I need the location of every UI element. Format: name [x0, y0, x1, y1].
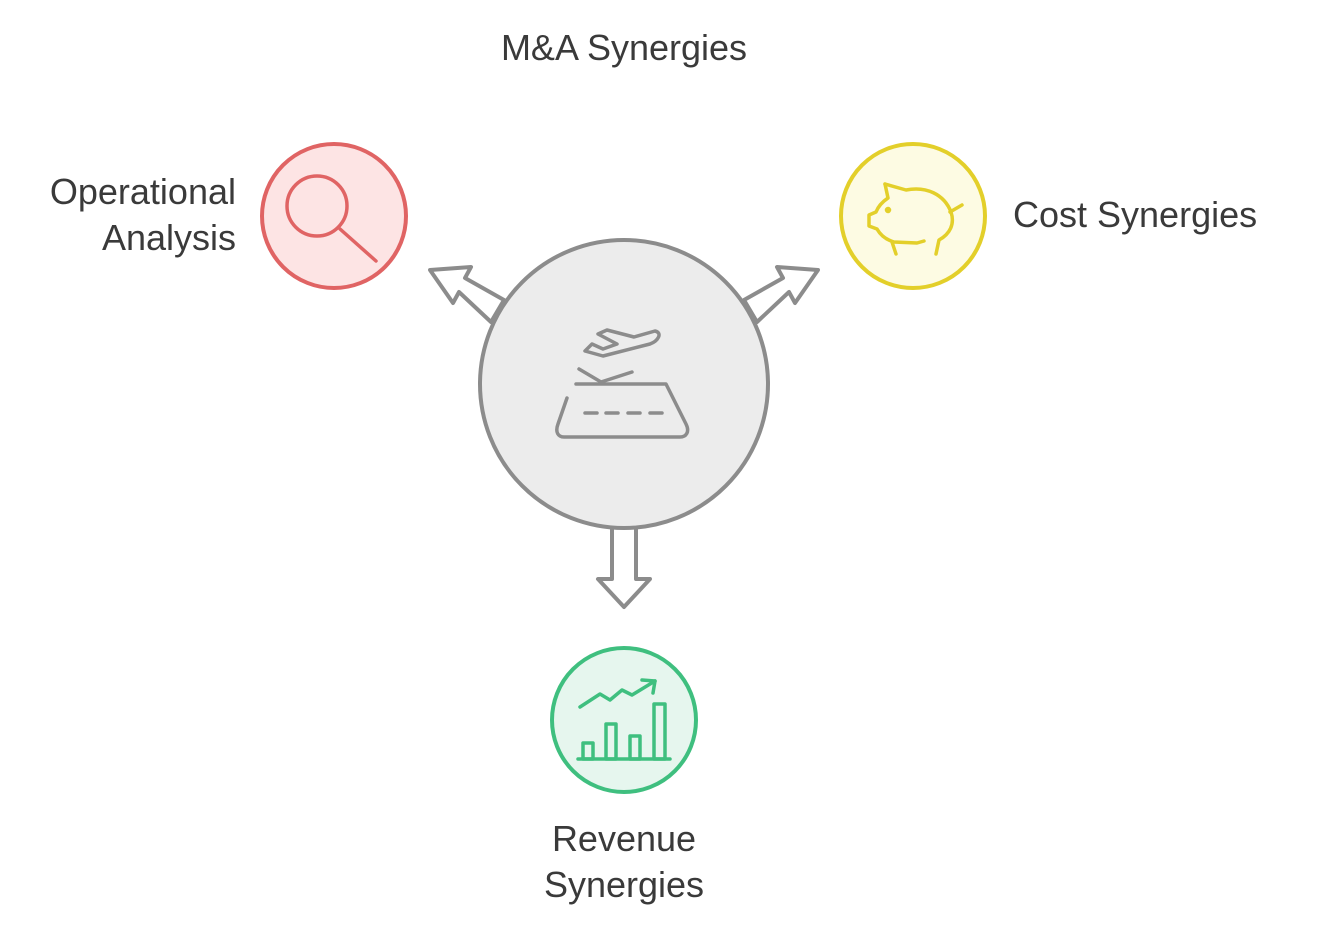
arrow-to-revenue: [596, 525, 652, 609]
diagram-title: M&A Synergies: [500, 27, 748, 68]
operational-node-circle: [260, 142, 408, 290]
cost-synergies-label: Cost Synergies: [1013, 194, 1258, 235]
operational-node: [260, 142, 408, 290]
airplane-takeoff-runway-icon: [555, 328, 690, 439]
arrow-to-operational: [428, 265, 506, 324]
cost-node: [839, 142, 987, 290]
arrow-to-cost: [742, 265, 820, 324]
cost-node-circle: [839, 142, 987, 290]
magnifying-glass-icon: [285, 174, 378, 263]
growth-chart-icon: [576, 678, 672, 761]
operational-analysis-label: Operational Analysis: [49, 171, 236, 258]
revenue-node-circle: [550, 646, 698, 794]
revenue-synergies-label: Revenue Synergies: [543, 818, 705, 905]
piggy-bank-icon: [867, 182, 964, 256]
revenue-node: [550, 646, 698, 794]
center-node: [478, 238, 770, 530]
